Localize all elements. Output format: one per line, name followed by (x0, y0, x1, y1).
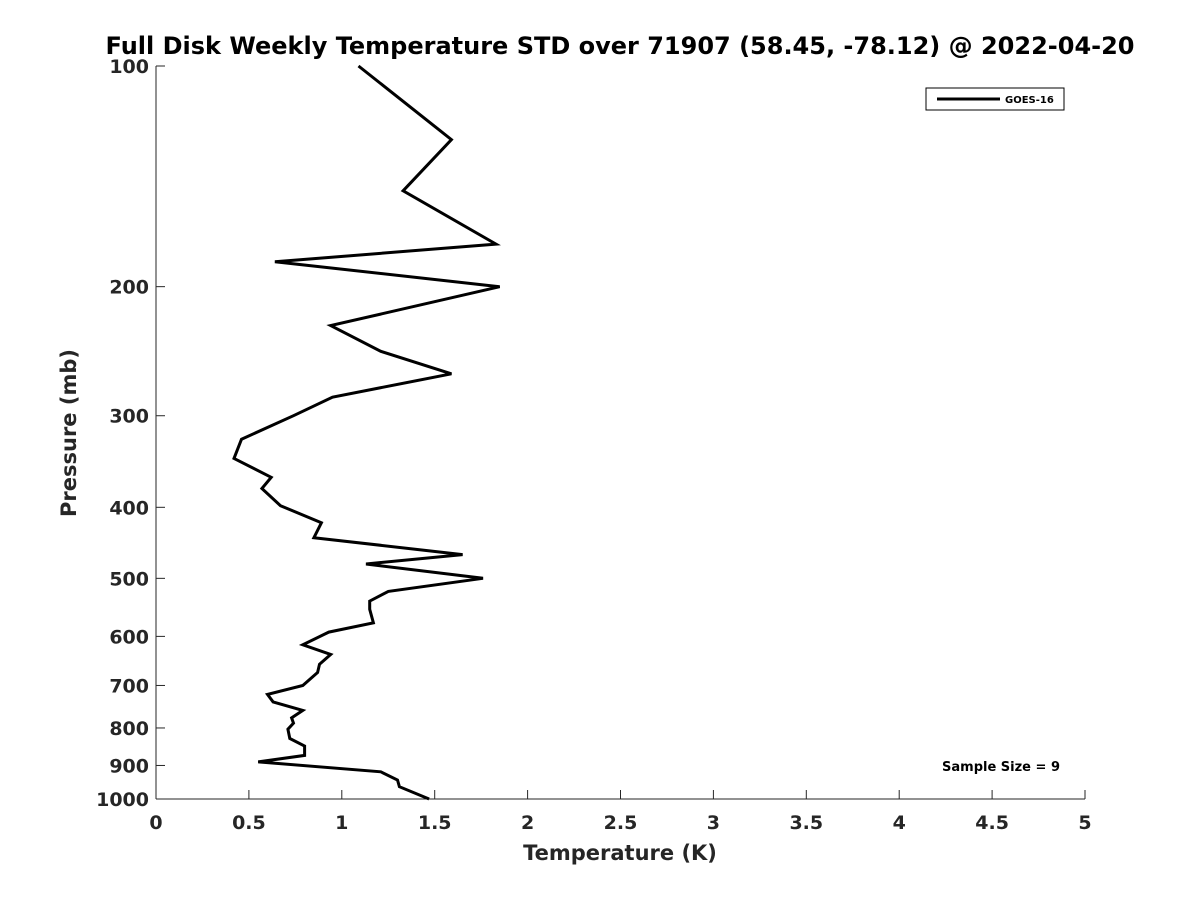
y-axis-label: Pressure (mb) (57, 349, 81, 517)
legend: GOES-16 (925, 87, 1065, 111)
y-tick-label: 300 (109, 406, 149, 428)
x-tick-label: 3.5 (789, 812, 823, 834)
x-ticks: 0 0.5 1 1.5 2 2.5 3 3.5 4 4.5 5 (149, 790, 1092, 834)
x-tick-label: 3 (707, 812, 720, 834)
chart-title: Full Disk Weekly Temperature STD over 71… (106, 32, 1135, 60)
y-tick-label: 400 (109, 497, 149, 519)
y-tick-label: 1000 (96, 789, 149, 811)
x-tick-label: 1.5 (418, 812, 452, 834)
legend-label-goes-16: GOES-16 (1005, 95, 1054, 106)
x-tick-label: 5 (1078, 812, 1091, 834)
x-tick-label: 1 (335, 812, 348, 834)
y-tick-label: 600 (109, 626, 149, 648)
sample-size-annotation: Sample Size = 9 (942, 760, 1060, 775)
x-axis-label: Temperature (K) (523, 841, 717, 865)
y-ticks: 100 200 300 400 500 600 700 800 900 1000 (96, 56, 165, 811)
series-layer (232, 64, 501, 801)
y-tick-label: 200 (109, 277, 149, 299)
y-tick-label: 700 (109, 675, 149, 697)
x-tick-label: 0 (149, 812, 162, 834)
x-tick-label: 2 (521, 812, 534, 834)
y-tick-label: 100 (109, 56, 149, 78)
y-tick-label: 800 (109, 718, 149, 740)
x-tick-label: 4.5 (975, 812, 1009, 834)
y-tick-label: 500 (109, 568, 149, 590)
y-tick-label: 900 (109, 755, 149, 777)
x-tick-label: 0.5 (232, 812, 266, 834)
x-tick-label: 4 (893, 812, 906, 834)
x-tick-label: 2.5 (604, 812, 638, 834)
series-line-goes-16 (232, 64, 501, 801)
